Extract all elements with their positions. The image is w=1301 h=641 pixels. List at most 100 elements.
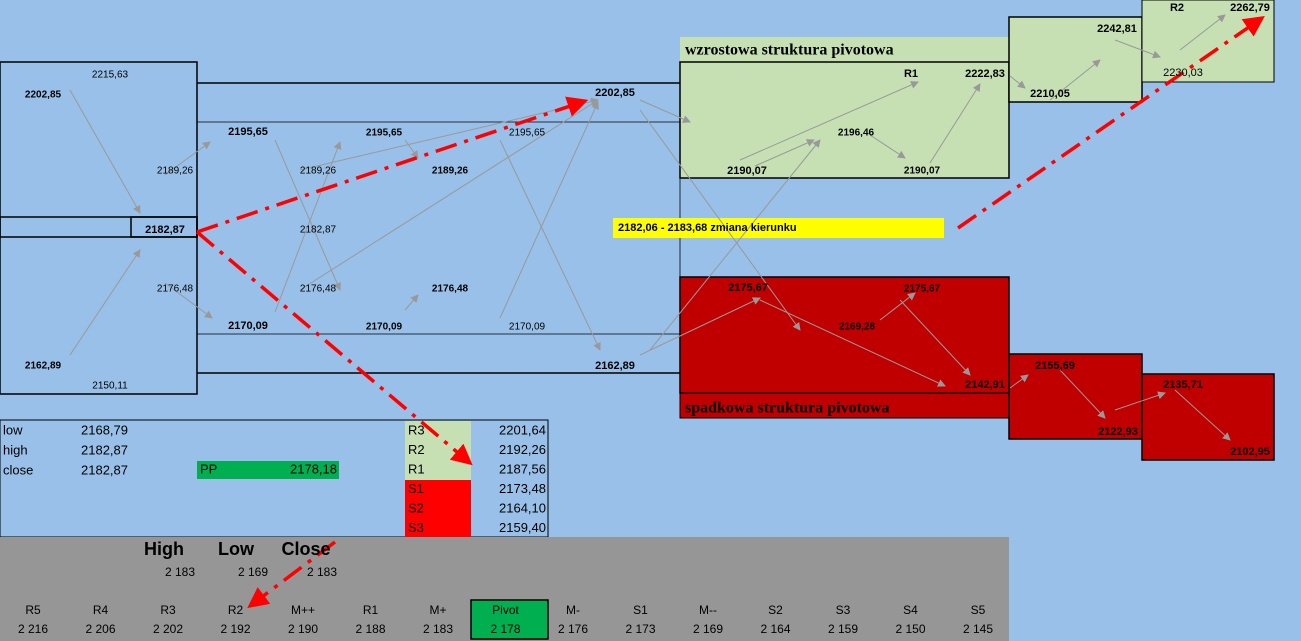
cell-label: 2176,48 xyxy=(157,284,194,295)
level-value: 2 190 xyxy=(288,622,318,636)
level-value: 2 150 xyxy=(895,622,925,636)
hlc-header: Close xyxy=(281,539,330,559)
cell-label: 2170,09 xyxy=(228,320,268,332)
cell-label: 2190,07 xyxy=(727,165,767,177)
cell-label: 2162,89 xyxy=(595,360,635,372)
cell-label: 2189,26 xyxy=(157,166,194,177)
level-name: S4 xyxy=(903,603,918,617)
cell-label: 2215,63 xyxy=(92,70,129,81)
cell-label: 2189,26 xyxy=(300,166,337,177)
pivot-label: S3 xyxy=(408,520,424,535)
arrow xyxy=(649,139,821,351)
pivot-value: 2164,10 xyxy=(499,500,546,515)
pp-label: PP xyxy=(200,461,217,476)
cell-label: 2230,03 xyxy=(1163,67,1203,79)
level-name: M- xyxy=(566,603,580,617)
cell-label: 2202,85 xyxy=(25,90,62,101)
pivot-label: S1 xyxy=(408,481,424,496)
level-name: Pivot xyxy=(492,603,519,617)
trend-line xyxy=(247,540,337,609)
cell-label: 2202,85 xyxy=(595,87,635,99)
row-value: 2168,79 xyxy=(81,422,128,437)
cell-label: 2195,65 xyxy=(509,128,546,139)
pivot-value: 2159,40 xyxy=(499,520,546,535)
arrow xyxy=(499,101,599,319)
cell-label: 2175,67 xyxy=(904,284,941,295)
arrow xyxy=(899,299,971,376)
hlc-header: Low xyxy=(218,539,255,559)
trend-line xyxy=(195,230,473,466)
pivot-value: 2201,64 xyxy=(499,422,546,437)
level-name: R2 xyxy=(228,603,244,617)
pivot-value: 2192,26 xyxy=(499,442,546,457)
arrow xyxy=(1009,75,1026,89)
trend-line xyxy=(196,96,589,234)
cell-label: 2176,48 xyxy=(432,284,469,295)
level-value: 2 178 xyxy=(490,622,520,636)
arrow xyxy=(754,139,815,167)
level-name: S1 xyxy=(633,603,648,617)
arrow xyxy=(639,297,761,356)
arrow xyxy=(639,99,691,123)
row-value: 2182,87 xyxy=(81,442,128,457)
pp-value: 2178,18 xyxy=(290,461,337,476)
cell-label: 2182,87 xyxy=(145,224,185,236)
arrow xyxy=(759,299,946,387)
pivot-label: R1 xyxy=(408,461,425,476)
cell-label: 2182,06 - 2183,68 zmiana kierunku xyxy=(618,222,797,234)
cell-label: 2189,26 xyxy=(432,166,469,177)
trend-line xyxy=(957,16,1265,230)
arrow xyxy=(164,141,211,176)
pivot-label: R3 xyxy=(408,422,425,437)
arrow xyxy=(639,109,801,331)
cell-label: 2196,46 xyxy=(838,128,875,139)
level-value: 2 188 xyxy=(355,622,385,636)
cell-label: 2176,48 xyxy=(300,284,337,295)
level-value: 2 164 xyxy=(760,622,790,636)
cell-label: 2262,79 xyxy=(1230,2,1270,14)
pivot-value: 2187,56 xyxy=(499,461,546,476)
cell-label: 2122,93 xyxy=(1098,426,1138,438)
arrow xyxy=(274,141,342,313)
arrow xyxy=(929,83,981,164)
arrow xyxy=(299,99,599,291)
cell-label: 2155,69 xyxy=(1035,360,1075,372)
row-label: low xyxy=(3,422,23,437)
level-value: 2 202 xyxy=(153,622,183,636)
cell-label: 2242,81 xyxy=(1097,23,1137,35)
arrow xyxy=(274,139,341,291)
cell-label: 2182,87 xyxy=(300,225,337,236)
level-name: M-- xyxy=(699,603,717,617)
level-name: M++ xyxy=(291,603,315,617)
arrow xyxy=(879,292,916,321)
cell-label: 2195,65 xyxy=(228,126,268,138)
cell-label: 2169,28 xyxy=(839,322,876,333)
hlc-value: 2 183 xyxy=(165,565,195,579)
cell-label: 2162,89 xyxy=(25,361,62,372)
level-name: S3 xyxy=(836,603,851,617)
arrow xyxy=(404,294,419,311)
cell-label: 2195,65 xyxy=(366,128,403,139)
level-name: R1 xyxy=(363,603,379,617)
pivot-value: 2173,48 xyxy=(499,481,546,496)
arrow xyxy=(499,139,601,351)
trend-lines xyxy=(195,16,1265,609)
arrow xyxy=(69,89,141,214)
level-value: 2 159 xyxy=(828,622,858,636)
cell-label: 2142,91 xyxy=(965,379,1005,391)
arrows xyxy=(69,14,1231,441)
level-name: R3 xyxy=(160,603,176,617)
cell-label: 2210,05 xyxy=(1030,88,1070,100)
level-value: 2 169 xyxy=(693,622,723,636)
level-value: 2 192 xyxy=(220,622,250,636)
arrow xyxy=(869,134,906,159)
cell-label: 2170,09 xyxy=(366,322,403,333)
level-value: 2 176 xyxy=(558,622,588,636)
cell-label: 2135,71 xyxy=(1163,379,1203,391)
cell-label: 2175,67 xyxy=(728,282,768,294)
hlc-header: High xyxy=(144,539,184,559)
row-label: close xyxy=(3,462,33,477)
row-label: high xyxy=(3,442,28,457)
hlc-value: 2 169 xyxy=(238,565,268,579)
